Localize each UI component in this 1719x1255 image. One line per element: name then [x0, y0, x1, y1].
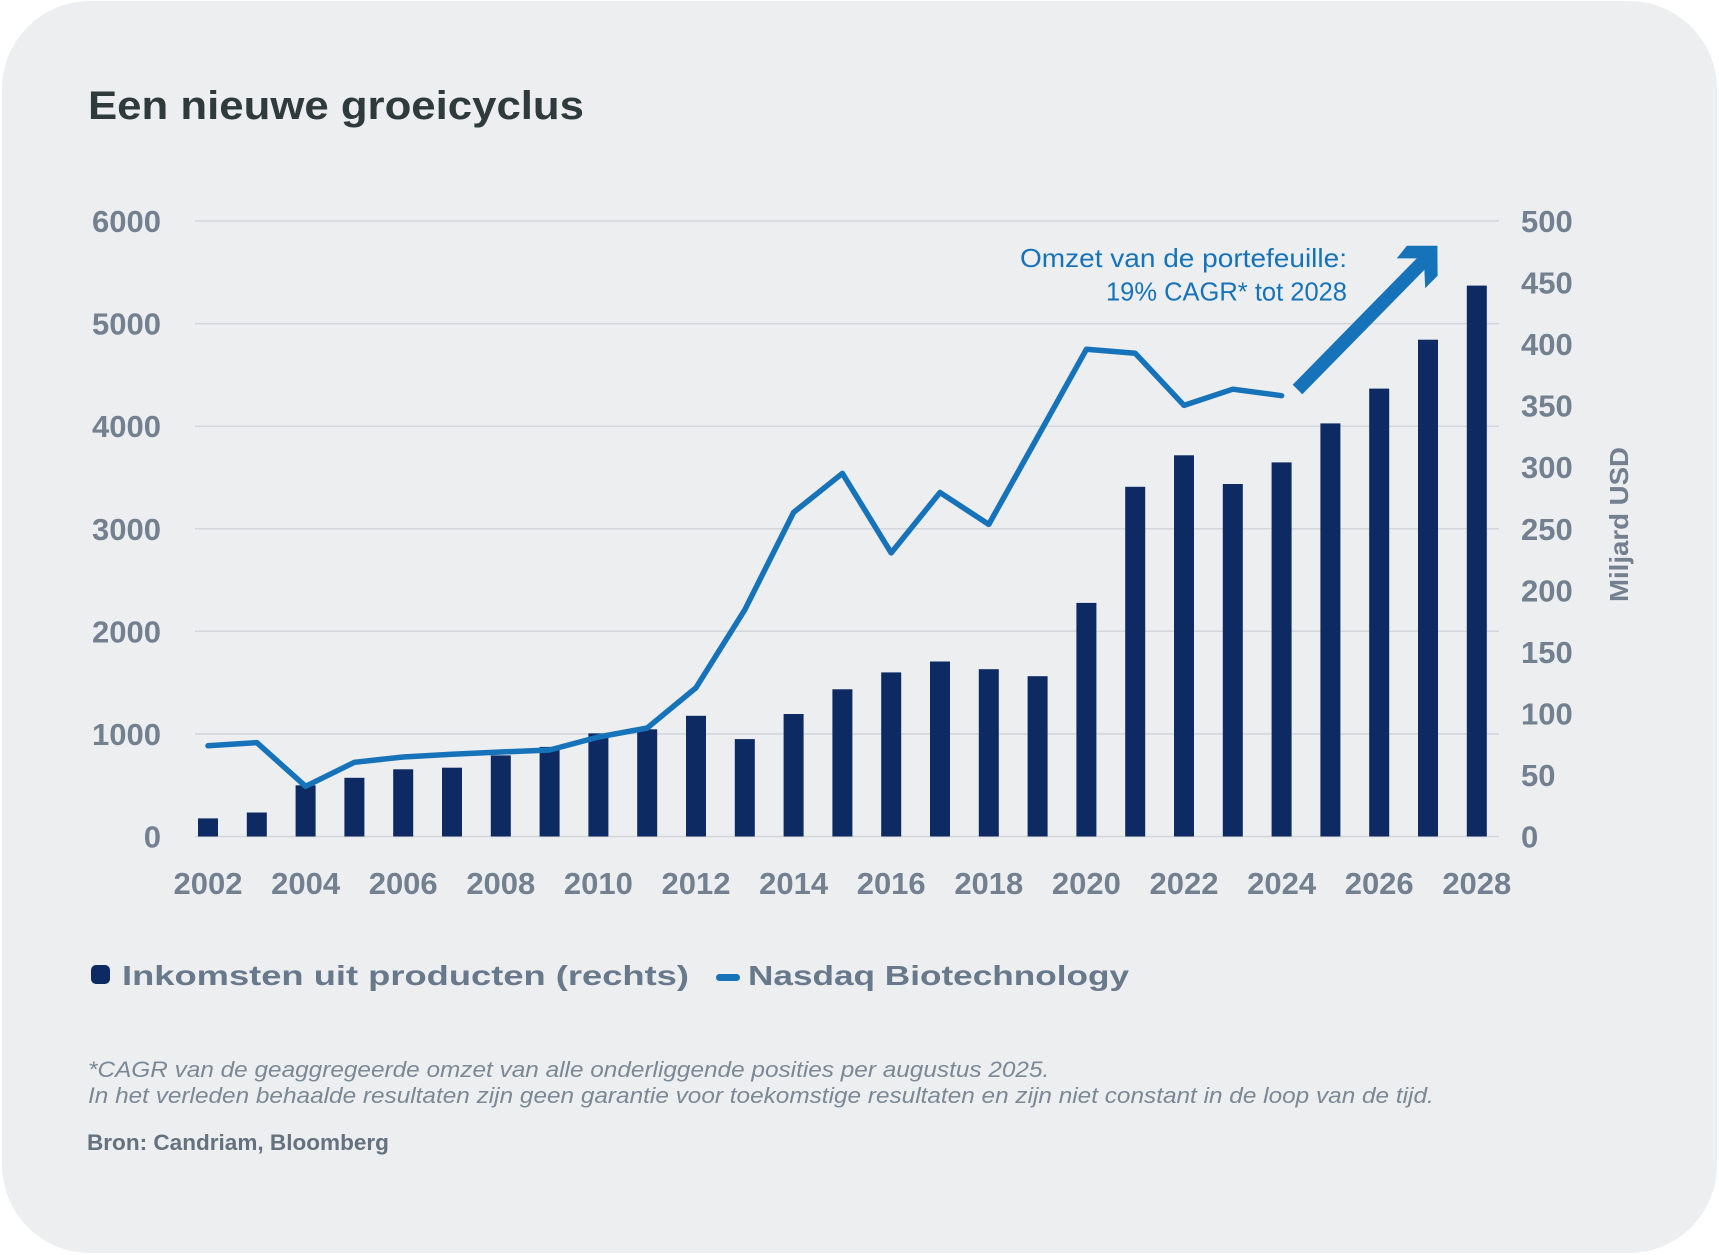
svg-text:2020: 2020 [1052, 866, 1121, 901]
svg-text:2008: 2008 [466, 866, 535, 901]
svg-text:300: 300 [1521, 450, 1573, 485]
svg-text:5000: 5000 [92, 307, 161, 342]
svg-text:150: 150 [1521, 635, 1573, 670]
svg-text:2016: 2016 [857, 866, 926, 901]
svg-text:350: 350 [1521, 389, 1573, 424]
svg-text:2018: 2018 [954, 866, 1023, 901]
svg-text:500: 500 [1521, 204, 1573, 239]
svg-text:6000: 6000 [92, 204, 161, 239]
svg-text:100: 100 [1521, 696, 1573, 731]
svg-text:2012: 2012 [662, 866, 731, 901]
svg-text:2002: 2002 [174, 866, 243, 901]
svg-text:19% CAGR* tot 2028: 19% CAGR* tot 2028 [1106, 277, 1347, 307]
svg-text:2010: 2010 [564, 866, 633, 901]
svg-text:Miljard USD: Miljard USD [1604, 447, 1634, 602]
svg-text:200: 200 [1521, 573, 1573, 608]
svg-text:2022: 2022 [1150, 866, 1219, 901]
svg-text:2006: 2006 [369, 866, 438, 901]
svg-text:2024: 2024 [1247, 866, 1317, 901]
svg-text:0: 0 [144, 820, 161, 855]
svg-text:1000: 1000 [92, 717, 161, 752]
svg-text:2028: 2028 [1442, 866, 1511, 901]
svg-text:Omzet van de portefeuille:: Omzet van de portefeuille: [1020, 243, 1347, 273]
svg-text:400: 400 [1521, 327, 1573, 362]
svg-text:3000: 3000 [92, 512, 161, 547]
svg-text:2004: 2004 [271, 866, 341, 901]
svg-text:2026: 2026 [1345, 866, 1414, 901]
svg-text:450: 450 [1521, 266, 1573, 301]
svg-text:2000: 2000 [92, 614, 161, 649]
svg-text:50: 50 [1521, 758, 1555, 793]
svg-text:0: 0 [1521, 820, 1538, 855]
svg-text:250: 250 [1521, 512, 1573, 547]
svg-text:4000: 4000 [92, 409, 161, 444]
svg-text:2014: 2014 [759, 866, 829, 901]
